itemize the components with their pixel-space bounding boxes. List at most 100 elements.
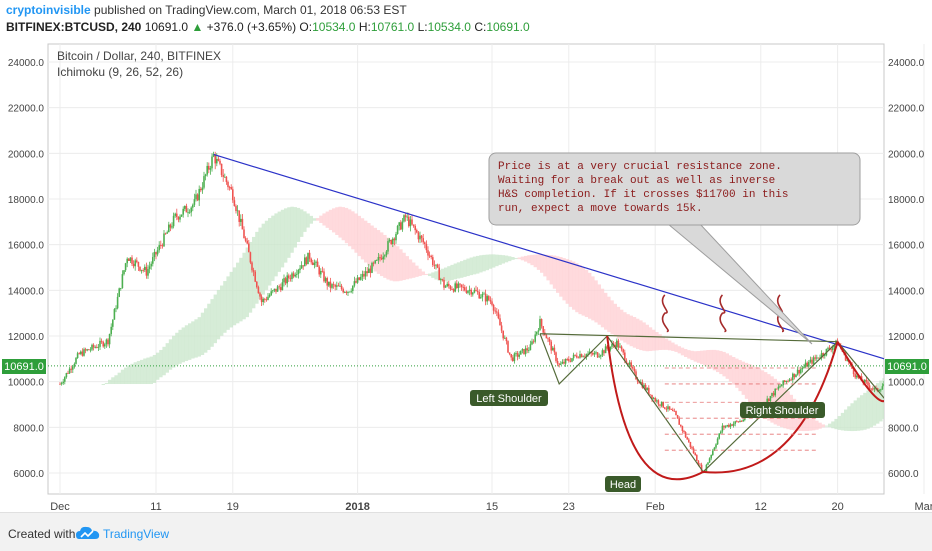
candle-body — [360, 276, 362, 280]
cloud-segment — [546, 254, 550, 281]
candle-body — [824, 355, 826, 357]
candle-body — [190, 207, 192, 213]
candle-body — [219, 160, 221, 164]
candle-body — [256, 281, 258, 288]
candle-body — [712, 450, 714, 455]
cloud-segment — [693, 351, 697, 362]
cloud-segment — [200, 312, 205, 355]
candle-body — [489, 300, 492, 302]
candle-body — [369, 268, 372, 273]
candle-body — [254, 271, 256, 282]
candle-body — [110, 326, 112, 334]
cloud-segment — [584, 269, 589, 318]
candle-body — [187, 212, 189, 214]
cloud-segment — [261, 223, 265, 295]
candle-body — [462, 286, 464, 288]
candle-body — [571, 358, 573, 362]
candle-body — [587, 353, 589, 355]
candle-body — [288, 275, 290, 279]
candle-body — [539, 319, 541, 331]
cloud-segment — [616, 306, 621, 339]
candle-body — [616, 340, 618, 348]
candle-body — [812, 357, 815, 364]
candle-body — [251, 262, 253, 271]
cloud-segment — [610, 300, 614, 335]
tradingview-link[interactable]: TradingView — [103, 527, 170, 541]
candle-body — [198, 188, 200, 201]
candle-body — [379, 257, 381, 259]
candle-body — [392, 238, 394, 244]
author-link[interactable]: cryptoinvisible — [6, 3, 91, 17]
candle-body — [865, 379, 868, 382]
candle-body — [579, 354, 581, 358]
current-price-tag-right: 10691.0 — [885, 359, 929, 374]
candle-body — [657, 400, 660, 405]
cloud-segment — [559, 257, 563, 297]
candle-body — [100, 340, 103, 342]
cloud-segment — [370, 225, 374, 269]
candle-body — [444, 286, 447, 288]
candle-body — [292, 273, 295, 277]
candle-body — [814, 357, 816, 359]
cloud-segment — [178, 329, 182, 364]
candle-body — [441, 279, 444, 280]
cloud-segment — [229, 271, 233, 328]
candle-body — [768, 398, 770, 402]
candle-body — [694, 453, 696, 456]
symbol-label: BITFINEX:BTCUSD, 240 — [6, 20, 142, 34]
cloud-segment — [140, 359, 144, 385]
candle-body — [300, 265, 303, 269]
candle-body — [302, 265, 304, 267]
candle-body — [883, 383, 884, 387]
candle-body — [494, 310, 496, 312]
candle-body — [673, 411, 676, 412]
cloud-segment — [709, 349, 713, 369]
candle-body — [308, 252, 311, 259]
cloud-segment — [146, 357, 150, 385]
candle-body — [736, 421, 738, 423]
candle-body — [99, 340, 101, 347]
candle-body — [281, 282, 284, 291]
y-tick-label-right: 10000.0 — [888, 378, 925, 389]
symbol-bar: BITFINEX:BTCUSD, 240 10691.0 ▲ +376.0 (+… — [6, 20, 530, 34]
cloud-segment — [658, 334, 662, 350]
candle-body — [606, 346, 608, 349]
candle-body — [361, 273, 364, 277]
x-tick-label: 11 — [150, 501, 161, 512]
candle-body — [380, 258, 383, 260]
cloud-segment — [508, 256, 512, 262]
cloud-segment — [815, 420, 819, 430]
price-chart[interactable]: 6000.0 8000.0 10000.0 12000.0 14000.0 16000.0… — [0, 0, 932, 512]
candle-body — [96, 347, 98, 348]
cloud-segment — [690, 350, 694, 361]
candle-body — [686, 437, 688, 440]
cloud-segment — [418, 268, 422, 277]
cloud-segment — [556, 256, 560, 293]
cloud-segment — [655, 332, 659, 351]
annotation-callout[interactable]: Price is at a very crucial resistance zo… — [488, 152, 861, 345]
cloud-segment — [456, 262, 461, 279]
candle-body — [465, 290, 468, 293]
candle-body — [531, 341, 533, 345]
svg-text:Price is at a very crucial res: Price is at a very crucial resistance zo… — [498, 161, 795, 215]
cloud-segment — [348, 209, 352, 247]
candle-body — [180, 214, 183, 217]
cloud-segment — [671, 342, 675, 351]
cloud-segment — [168, 339, 173, 370]
cloud-segment — [424, 273, 429, 275]
candle-body — [592, 353, 594, 355]
cloud-segment — [680, 347, 685, 356]
candle-body — [121, 274, 124, 289]
candle-body — [609, 346, 612, 350]
candle-body — [510, 354, 512, 358]
candle-body — [385, 251, 388, 256]
candle-body — [785, 380, 788, 383]
candle-body — [624, 352, 626, 361]
cloud-segment — [293, 207, 297, 248]
candle-body — [505, 337, 508, 342]
cloud-segment — [332, 208, 336, 233]
candle-body — [185, 205, 188, 213]
cloud-segment — [594, 280, 598, 323]
candle-body — [700, 464, 703, 472]
candle-body — [284, 278, 287, 284]
